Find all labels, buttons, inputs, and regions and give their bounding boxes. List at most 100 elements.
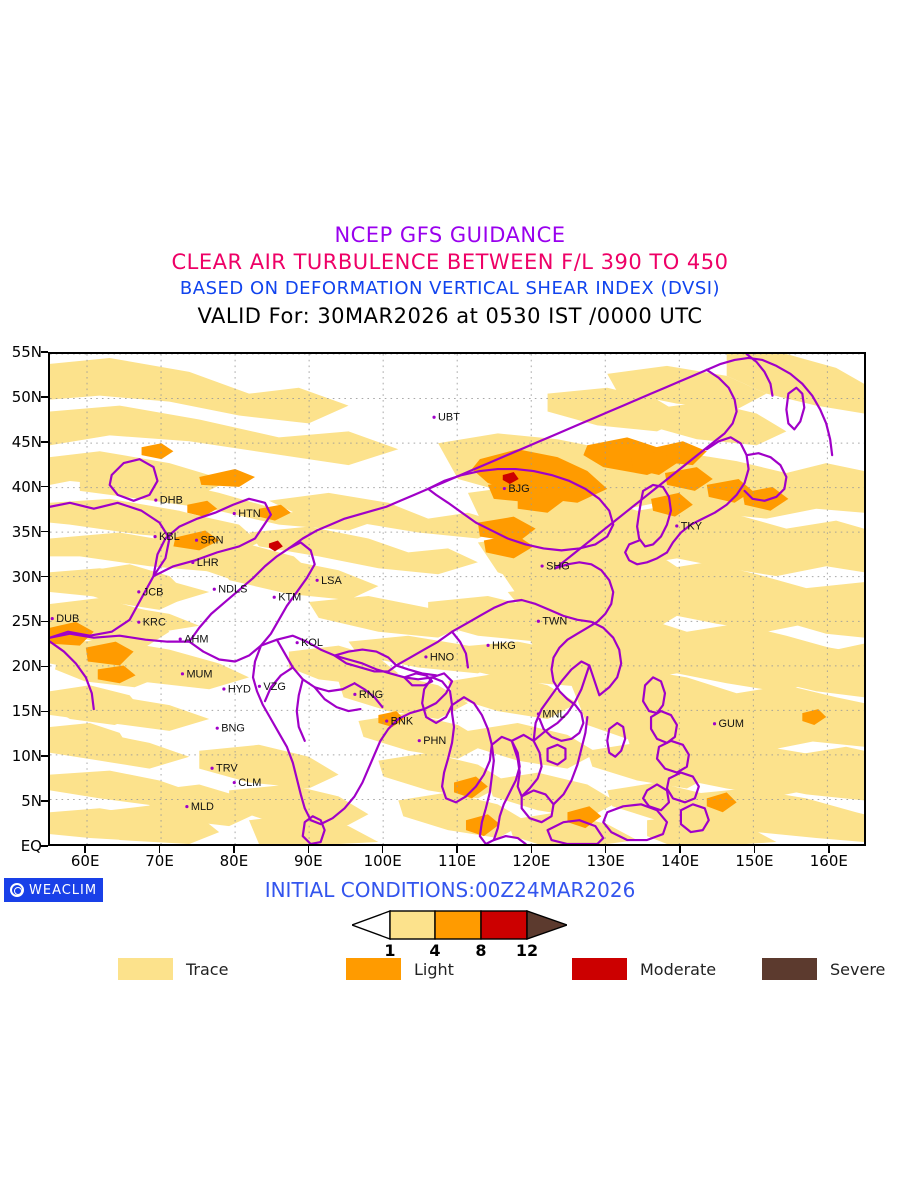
city-marker-dot: [432, 415, 436, 419]
y-axis-tick-label: 5N: [21, 792, 42, 811]
city-marker-dot: [315, 578, 319, 582]
map-plot-area[interactable]: UBT DHB HTN KBL SRN LHR JCB NDLS KTM LSA DUB KRC AHM…: [48, 352, 866, 846]
grid-lines: [50, 354, 864, 844]
x-axis-tick-label: 80E: [219, 852, 249, 870]
city-marker-dot: [154, 498, 158, 502]
legend-item: Severe: [762, 958, 885, 980]
y-axis-tick-mark: [41, 755, 48, 757]
y-axis-tick-label: EQ: [20, 837, 42, 855]
city-marker-dot: [675, 524, 679, 528]
initial-conditions-text: INITIAL CONDITIONS:00Z24MAR2026: [264, 878, 636, 902]
y-axis-tick-mark: [41, 575, 48, 578]
x-axis-tick-mark: [233, 846, 235, 853]
y-axis-tick-mark: [41, 441, 48, 443]
title-line-valid: VALID For: 30MAR2026 at 0530 IST /0000 U…: [197, 304, 703, 328]
legend-swatch: [762, 958, 817, 980]
x-axis-tick-mark: [381, 846, 384, 853]
city-marker-dot: [272, 595, 276, 599]
x-axis-tick-mark: [828, 846, 830, 853]
colorbar-right-arrow: [526, 910, 570, 940]
city-marker-dot: [257, 684, 262, 688]
city-marker-dot: [50, 617, 54, 621]
city-label: KBL: [159, 531, 180, 543]
city-marker-dot: [502, 486, 506, 491]
turbulence-light-layer: [50, 437, 827, 837]
weaclim-logo[interactable]: WEACLIM: [4, 878, 104, 902]
city-label: SRN: [201, 535, 224, 547]
x-axis-tick-label: 160E: [809, 852, 848, 870]
title-line-method: BASED ON DEFORMATION VERTICAL SHEAR INDE…: [179, 278, 721, 299]
city-marker-dot: [191, 560, 195, 565]
city-label: DHB: [160, 495, 183, 507]
city-label: BNG: [221, 723, 245, 735]
y-axis-tick-label: 40N: [11, 477, 42, 496]
city-label: TKY: [681, 520, 703, 532]
city-label: KRC: [143, 617, 166, 629]
city-label: DUB: [56, 613, 79, 625]
city-label: NDLS: [218, 584, 247, 596]
x-axis-tick-label: 140E: [661, 852, 700, 870]
city-marker-dot: [222, 687, 226, 691]
x-axis-tick-mark: [679, 846, 681, 853]
y-axis-tick-label: 30N: [11, 567, 42, 586]
city-marker-dot: [210, 766, 214, 770]
city-marker-dot: [137, 620, 141, 624]
y-axis-tick-mark: [41, 710, 48, 713]
city-marker-dot: [212, 587, 216, 591]
city-label: HTN: [238, 508, 260, 520]
city-marker-dot: [424, 655, 428, 659]
colorbar-tick-label: 8: [475, 941, 487, 960]
city-marker-dot: [486, 643, 490, 647]
x-axis-tick-mark: [158, 846, 161, 853]
chart-title-block: NCEP GFS GUIDANCE CLEAR AIR TURBULENCE B…: [0, 222, 900, 330]
colorbar-tick-label: 12: [515, 941, 539, 960]
x-axis-tick-label: 130E: [586, 852, 625, 870]
country-boundaries: [50, 354, 834, 844]
y-axis-tick-label: 10N: [11, 747, 42, 766]
x-axis-tick-mark: [604, 846, 607, 853]
x-axis-tick-label: 70E: [145, 852, 174, 870]
title-line-product: CLEAR AIR TURBULENCE BETWEEN F/L 390 TO …: [171, 250, 729, 274]
city-marker-dot: [385, 719, 389, 723]
x-axis-tick-label: 100E: [363, 852, 402, 870]
city-label: CLM: [238, 777, 261, 789]
city-marker-dot: [712, 722, 717, 726]
x-axis-tick-label: 110E: [437, 852, 477, 870]
title-line-agency: NCEP GFS GUIDANCE: [334, 223, 566, 247]
city-label: MUM: [186, 668, 212, 680]
x-axis-tick-label: 120E: [512, 852, 551, 870]
city-marker-dot: [353, 692, 357, 696]
legend-label: Severe: [830, 959, 886, 979]
x-axis-tick-mark: [530, 846, 533, 853]
city-marker-dot: [153, 535, 157, 539]
city-label-layer: UBT DHB HTN KBL SRN LHR JCB NDLS KTM LSA DUB KRC AHM…: [50, 412, 744, 813]
city-marker-dot: [232, 511, 236, 516]
city-marker-dot: [536, 712, 540, 716]
x-axis-tick-mark: [307, 846, 310, 853]
city-label: GUM: [719, 718, 744, 730]
city-label: HYD: [228, 683, 251, 695]
colorbar-segment-light: [434, 910, 482, 940]
city-label: KOL: [301, 637, 323, 649]
colorbar-left-arrow: [349, 909, 391, 941]
city-label: TWN: [542, 616, 567, 628]
city-label: BNK: [391, 716, 414, 728]
city-marker-dot: [178, 637, 182, 641]
x-axis-tick-label: 60E: [70, 852, 100, 870]
city-marker-dot: [185, 804, 189, 809]
y-axis-tick-mark: [41, 665, 48, 668]
x-axis-tick-mark: [753, 846, 756, 853]
city-label: RNG: [359, 689, 383, 701]
y-axis-tick-label: 45N: [11, 432, 42, 451]
city-marker-dot: [295, 641, 299, 645]
x-axis-tick-label: 150E: [735, 852, 774, 870]
city-marker-dot: [137, 590, 141, 594]
city-label: MLD: [191, 801, 214, 813]
y-axis-tick-mark: [41, 485, 48, 488]
legend-swatch: [118, 958, 173, 980]
x-axis-tick-label: 90E: [293, 852, 323, 870]
city-label: AHM: [184, 634, 208, 646]
circle-c-icon: [10, 883, 24, 897]
city-label: BJG: [508, 483, 529, 495]
y-axis-tick-label: 15N: [11, 702, 42, 721]
